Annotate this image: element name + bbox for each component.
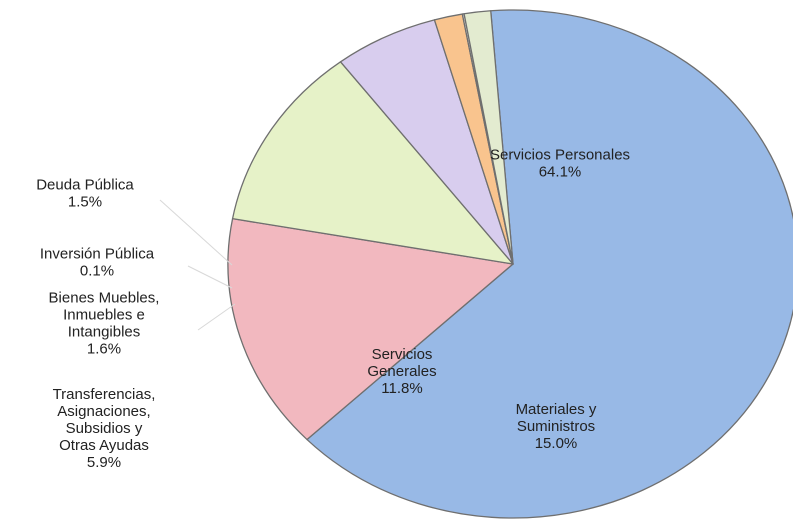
slice-name-label: Generales bbox=[367, 363, 436, 380]
leader-line-inversion-publica bbox=[187, 265, 233, 289]
slice-value-label: 1.5% bbox=[68, 194, 102, 211]
slice-value-label: 64.1% bbox=[539, 164, 582, 181]
slice-labels: Servicios Personales 64.1% Materiales y Sum… bbox=[36, 147, 630, 472]
pie-slice-deuda-publica bbox=[463, 10, 514, 265]
slice-name-label: Asignaciones, bbox=[57, 403, 150, 420]
slice-value-label: 15.0% bbox=[535, 435, 578, 452]
slice-name-label: Suministros bbox=[517, 418, 595, 435]
slice-label-deuda-publica: Deuda Pública 1.5% bbox=[36, 177, 134, 211]
leader-line-bienes-muebles-inmuebles-e-intangibles bbox=[197, 303, 236, 331]
leader-lines bbox=[159, 199, 236, 331]
slice-label-servicios-personales: Servicios Personales 64.1% bbox=[490, 147, 630, 181]
slice-name-label: Servicios Personales bbox=[490, 147, 630, 164]
slice-value-label: 0.1% bbox=[80, 263, 114, 280]
slice-name-label: Materiales y bbox=[516, 401, 597, 418]
slice-name-label: Intangibles bbox=[68, 324, 141, 341]
slice-label-servicios-generales: Servicios Generales 11.8% bbox=[367, 346, 436, 397]
slice-name-label: Inversión Pública bbox=[40, 246, 155, 263]
pie-slice-servicios-generales bbox=[231, 61, 514, 265]
slice-name-label: Deuda Pública bbox=[36, 177, 134, 194]
slice-label-materiales-y-suministros: Materiales y Suministros 15.0% bbox=[516, 401, 597, 452]
slice-name-label: Inmuebles e bbox=[63, 307, 145, 324]
slice-name-label: Subsidios y bbox=[66, 420, 143, 437]
leader-line-deuda-publica bbox=[159, 199, 233, 266]
slice-label-bienes-muebles-inmuebles-e-intangibles: Bienes Muebles, Inmuebles e Intangibles 1.6… bbox=[49, 290, 160, 358]
slice-value-label: 5.9% bbox=[87, 454, 121, 471]
slice-value-label: 1.6% bbox=[87, 341, 121, 358]
slice-label-inversion-publica: Inversión Pública 0.1% bbox=[40, 246, 155, 280]
slice-name-label: Bienes Muebles, bbox=[49, 290, 160, 307]
slice-name-label: Servicios bbox=[372, 346, 433, 363]
pie-slice-servicios-personales bbox=[306, 9, 793, 519]
pie-slices bbox=[227, 9, 793, 519]
slice-name-label: Otras Ayudas bbox=[59, 437, 149, 454]
slice-name-label: Transferencias, bbox=[53, 386, 156, 403]
pie-slice-materiales-y-suministros bbox=[227, 218, 514, 441]
slice-value-label: 11.8% bbox=[381, 380, 422, 397]
